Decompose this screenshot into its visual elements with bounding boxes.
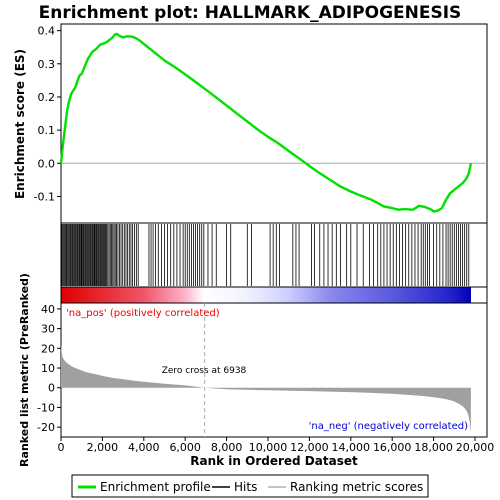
metric-y-tick-label: 40 — [41, 303, 55, 316]
metric-y-tick-label: 20 — [41, 342, 55, 355]
x-tick-label: 6,000 — [169, 441, 201, 454]
x-tick-label: 14,000 — [332, 441, 371, 454]
x-axis: 0 2,000 4,000 6,000 8,000 10,000 12,000 14,000 1… — [58, 437, 495, 454]
es-y-tick-label: -0.1 — [34, 190, 55, 203]
metric-y-tick-label: 30 — [41, 323, 55, 336]
zero-cross-label: Zero cross at 6938 — [162, 366, 247, 376]
es-panel: -0.1 0.0 0.1 0.2 0.3 0.4 Enrichment score (ES… — [13, 24, 487, 223]
x-tick-label: 12,000 — [290, 441, 329, 454]
x-tick-label: 10,000 — [249, 441, 288, 454]
x-tick-label: 18,000 — [414, 441, 453, 454]
es-y-axis-label: Enrichment score (ES) — [13, 49, 27, 199]
x-axis-label: Rank in Ordered Dataset — [190, 454, 358, 468]
metric-y-tick-label: 0 — [48, 382, 55, 395]
es-y-tick-label: 0.1 — [38, 124, 56, 137]
x-tick-label: 20,000 — [456, 441, 495, 454]
hits-panel — [61, 223, 487, 287]
x-tick-label: 4,000 — [128, 441, 160, 454]
na-neg-label: 'na_neg' (negatively correlated) — [309, 421, 468, 432]
x-tick-label: 8,000 — [211, 441, 243, 454]
legend-label-enrichment-profile: Enrichment profile — [100, 480, 211, 494]
es-y-tick-label: 0.4 — [38, 25, 56, 38]
es-y-tick-label: 0.3 — [38, 58, 56, 71]
metric-panel-frame — [61, 303, 487, 437]
legend-label-hits: Hits — [234, 480, 257, 494]
legend-label-ranking-metric-scores: Ranking metric scores — [290, 480, 423, 494]
es-panel-frame — [61, 24, 487, 223]
metric-y-axis-label: Ranked list metric (PreRanked) — [18, 273, 31, 467]
x-tick-label: 0 — [58, 441, 65, 454]
metric-y-tick-label: 10 — [41, 362, 55, 375]
metric-y-tick-label: -20 — [37, 421, 55, 434]
metric-y-axis: -20 -10 0 10 20 30 40 — [37, 303, 61, 434]
metric-y-tick-label: -10 — [37, 401, 55, 414]
es-y-axis: -0.1 0.0 0.1 0.2 0.3 0.4 — [34, 25, 61, 204]
chart-title: Enrichment plot: HALLMARK_ADIPOGENESIS — [39, 3, 462, 23]
es-y-tick-label: 0.0 — [38, 157, 56, 170]
x-tick-label: 16,000 — [373, 441, 412, 454]
rank-color-band — [61, 287, 471, 303]
na-pos-label: 'na_pos' (positively correlated) — [66, 308, 220, 319]
es-y-tick-label: 0.2 — [38, 91, 56, 104]
x-tick-label: 2,000 — [87, 441, 119, 454]
legend: Enrichment profile Hits Ranking metric s… — [72, 475, 428, 497]
